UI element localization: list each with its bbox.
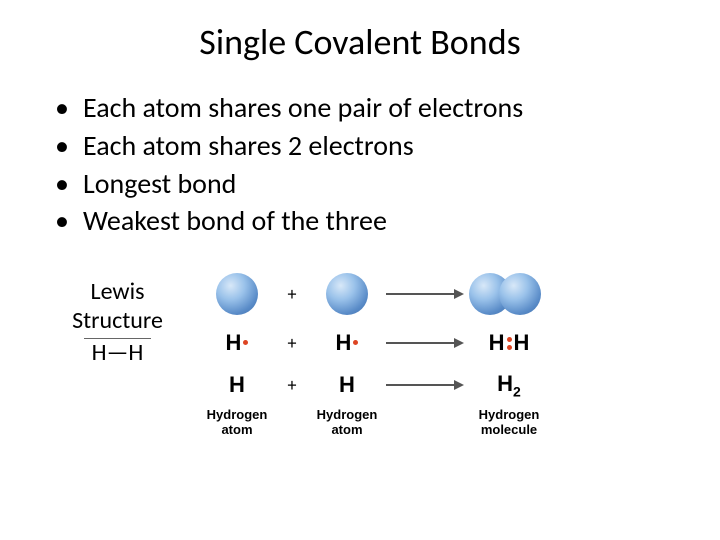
- hydrogen-sphere-icon: [216, 273, 258, 315]
- slide-title: Single Covalent Bonds: [0, 0, 720, 89]
- hydrogen-molecule-spheres-icon: [469, 273, 541, 315]
- electron-dot-icon: [243, 340, 248, 345]
- bullet-list: Each atom shares one pair of electrons E…: [0, 89, 720, 240]
- bullet-item: Longest bond: [55, 165, 690, 203]
- caption-molecule: Hydrogenmolecule: [479, 402, 540, 438]
- lewis-label-2: Structure: [50, 307, 185, 336]
- plus-symbol: +: [269, 374, 315, 396]
- diagram-row-spheres: +: [185, 270, 720, 318]
- diagram-row-dots: H + H HH: [185, 326, 720, 360]
- lewis-formula: H—H: [84, 338, 152, 368]
- arrow-icon: [379, 336, 469, 350]
- lewis-structure-box: Lewis Structure H—H: [50, 270, 185, 367]
- diagram-row-captions: Hydrogenatom Hydrogenatom Hydrogenmolecu…: [185, 402, 720, 438]
- bullet-item: Each atom shares 2 electrons: [55, 127, 690, 165]
- electron-pair-icon: [507, 337, 512, 350]
- lower-section: Lewis Structure H—H + H + H: [0, 240, 720, 438]
- electron-dot-icon: [353, 340, 358, 345]
- h-dot-right: H: [336, 330, 359, 356]
- arrow-icon: [379, 378, 469, 392]
- bullet-item: Each atom shares one pair of electrons: [55, 89, 690, 127]
- hydrogen-sphere-icon: [326, 273, 368, 315]
- caption-atom-1: Hydrogenatom: [207, 402, 268, 438]
- plus-symbol: +: [269, 332, 315, 354]
- h-symbol: H: [339, 372, 355, 398]
- bullet-item: Weakest bond of the three: [55, 202, 690, 240]
- caption-atom-2: Hydrogenatom: [317, 402, 378, 438]
- h-symbol: H: [229, 372, 245, 398]
- arrow-icon: [379, 287, 469, 301]
- diagram-row-formula: H + H H2: [185, 368, 720, 402]
- h-dot-left: H: [226, 330, 249, 356]
- h2-symbol: H2: [497, 371, 521, 399]
- bond-diagram: + H + H HH: [185, 270, 720, 438]
- lewis-label-1: Lewis: [50, 278, 185, 307]
- plus-symbol: +: [269, 283, 315, 305]
- h-pair-dots: HH: [489, 330, 530, 356]
